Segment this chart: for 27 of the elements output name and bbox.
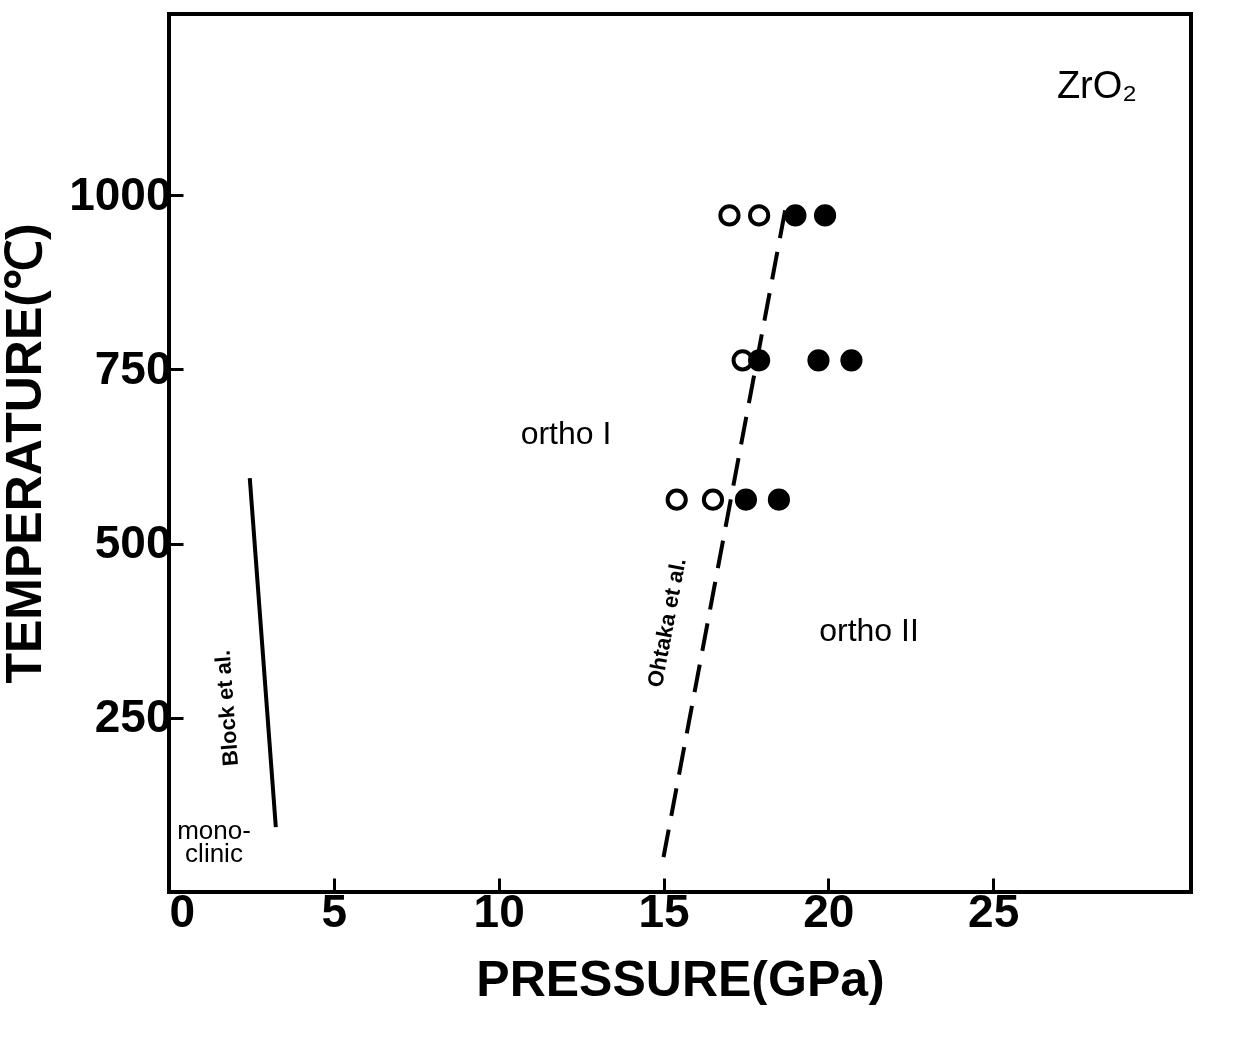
y-tick-label: 250 — [94, 690, 172, 743]
y-tick-label: 500 — [94, 516, 172, 569]
x-tick-label: 20 — [803, 884, 855, 937]
y-axis-title: TEMPERATURE(℃) — [0, 223, 53, 684]
point — [734, 488, 758, 511]
x-tick-label: 5 — [321, 884, 348, 937]
annotation: ortho II — [819, 612, 919, 648]
x-tick-label: 0 — [169, 884, 196, 937]
y-tick-label: 750 — [94, 341, 172, 394]
x-tick-label: 25 — [968, 884, 1020, 937]
point — [748, 204, 771, 227]
text: Ohtaka et al. — [642, 556, 691, 690]
point — [784, 204, 807, 227]
point — [840, 349, 863, 372]
point — [767, 488, 790, 511]
point — [665, 488, 688, 511]
annotation: ortho I — [520, 415, 612, 451]
annotation: ZrO₂ — [1056, 64, 1138, 106]
point — [807, 349, 830, 372]
x-tick-label: 10 — [473, 884, 525, 937]
text: Block et al. — [209, 649, 244, 767]
point — [813, 204, 837, 227]
point — [701, 488, 725, 511]
point — [718, 204, 741, 227]
annotation: mono- clinic — [177, 815, 251, 869]
y-tick-label: 1000 — [69, 167, 172, 220]
x-tick-label: 15 — [638, 884, 690, 937]
